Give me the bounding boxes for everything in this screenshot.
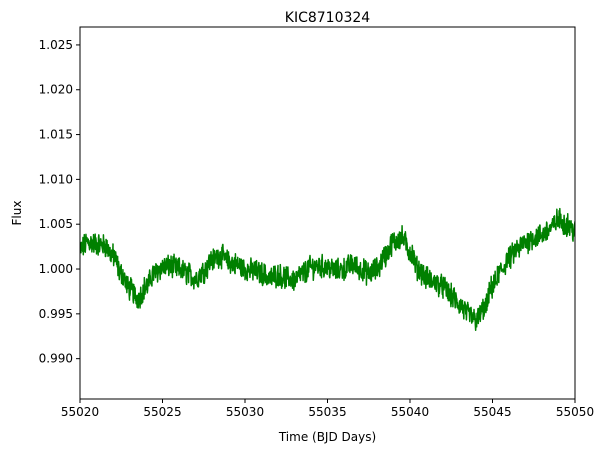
- x-tick-label: 55035: [308, 405, 346, 419]
- x-tick-label: 55050: [556, 405, 594, 419]
- x-tick-label: 55025: [143, 405, 181, 419]
- y-tick-label: 1.000: [39, 262, 73, 276]
- x-axis-label: Time (BJD Days): [278, 430, 376, 444]
- y-axis-label: Flux: [10, 201, 24, 226]
- plot-area: [80, 207, 575, 332]
- y-axis: 0.990 0.995 1.000 1.005 1.010 1.015 1.020 1.025: [39, 38, 80, 366]
- x-tick-label: 55030: [226, 405, 264, 419]
- x-axis: 55020 55025 55030 55035 55040 55045 55050: [61, 399, 594, 419]
- x-tick-label: 55045: [473, 405, 511, 419]
- y-tick-label: 1.025: [39, 38, 73, 52]
- axes-frame: [79, 26, 576, 400]
- x-tick-label: 55040: [391, 405, 429, 419]
- y-tick-label: 1.015: [39, 128, 73, 142]
- chart-title: KIC8710324: [285, 10, 371, 26]
- y-tick-label: 1.005: [39, 217, 73, 231]
- y-tick-label: 1.010: [39, 172, 73, 186]
- y-tick-label: 1.020: [39, 83, 73, 97]
- x-tick-label: 55020: [61, 405, 99, 419]
- y-tick-label: 0.990: [39, 352, 73, 366]
- y-tick-label: 0.995: [39, 307, 73, 321]
- series-line-0: [80, 207, 575, 332]
